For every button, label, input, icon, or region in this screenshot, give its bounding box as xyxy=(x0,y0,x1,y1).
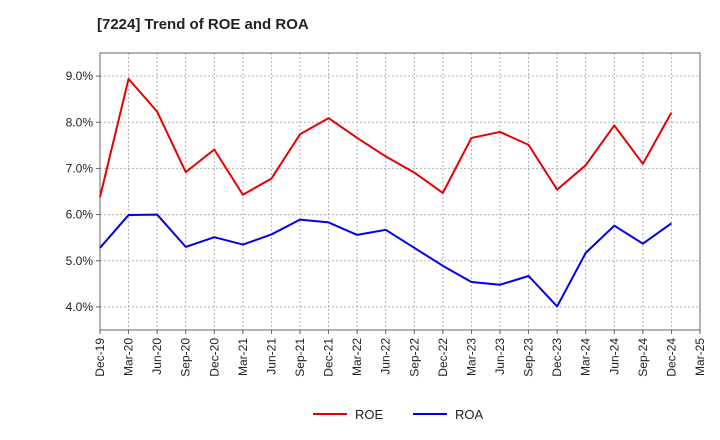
x-tick-label: Dec-20 xyxy=(207,338,221,377)
x-tick-label: Jun-21 xyxy=(264,338,278,375)
legend: ROE ROA xyxy=(313,407,484,422)
y-tick-label: 5.0% xyxy=(66,254,94,268)
x-tick-label: Jun-20 xyxy=(150,338,164,375)
chart-title: [7224] Trend of ROE and ROA xyxy=(97,16,309,33)
x-tick-label: Sep-21 xyxy=(293,338,307,377)
x-tick-label: Mar-21 xyxy=(236,338,250,376)
legend-label-roa: ROA xyxy=(455,407,484,422)
x-tick-label: Mar-25 xyxy=(693,338,707,376)
x-tick-label: Mar-23 xyxy=(464,338,478,376)
plot-frame xyxy=(99,52,701,331)
y-tick-label: 9.0% xyxy=(66,69,94,83)
series-layer xyxy=(99,77,673,308)
y-tick-label: 4.0% xyxy=(66,300,94,314)
x-tick-label: Jun-22 xyxy=(379,338,393,375)
x-tick-label: Dec-23 xyxy=(550,338,564,377)
grid-layer xyxy=(99,53,701,330)
series-line-roa xyxy=(99,213,673,308)
y-tick-label: 8.0% xyxy=(66,115,94,129)
x-tick-label: Sep-23 xyxy=(522,338,536,377)
x-axis: Dec-19 Mar-20 Jun-20 Sep-20 Dec-20 Mar-21 Jun-… xyxy=(93,330,707,377)
x-tick-label: Sep-20 xyxy=(179,338,193,377)
x-tick-label: Dec-19 xyxy=(93,338,107,377)
legend-label-roe: ROE xyxy=(355,407,384,422)
x-tick-label: Dec-22 xyxy=(436,338,450,377)
y-tick-label: 7.0% xyxy=(66,161,94,175)
x-tick-label: Dec-21 xyxy=(322,338,336,377)
series-line-roe xyxy=(99,77,673,198)
x-tick-label: Mar-24 xyxy=(579,338,593,376)
y-tick-label: 6.0% xyxy=(66,208,94,222)
x-tick-label: Jun-23 xyxy=(493,338,507,375)
x-tick-label: Sep-22 xyxy=(407,338,421,377)
x-tick-label: Dec-24 xyxy=(664,338,678,377)
x-tick-label: Jun-24 xyxy=(607,338,621,375)
y-axis: 4.0% 5.0% 6.0% 7.0% 8.0% 9.0% xyxy=(66,69,100,314)
x-tick-label: Mar-20 xyxy=(122,338,136,376)
x-tick-label: Mar-22 xyxy=(350,338,364,376)
x-tick-label: Sep-24 xyxy=(636,338,650,377)
